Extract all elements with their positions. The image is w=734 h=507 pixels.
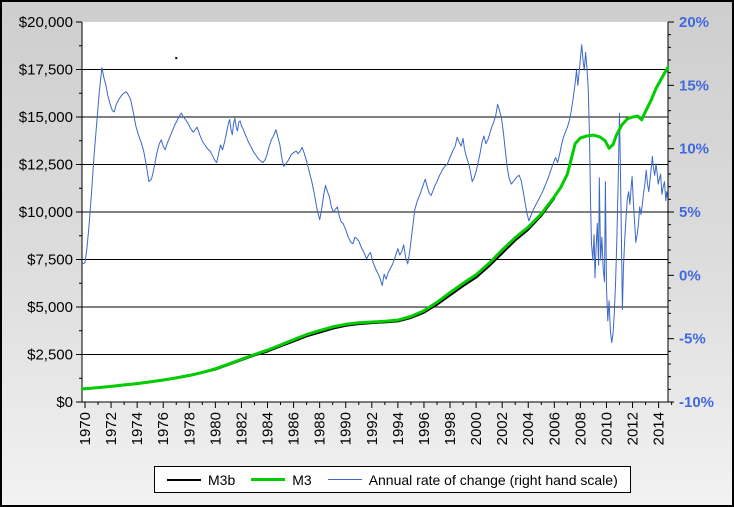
x-tick-label: 1982 xyxy=(233,412,250,445)
y-right-tick-label: 0% xyxy=(679,267,701,284)
x-tick-label: 1974 xyxy=(129,412,146,445)
rate-line-swatch xyxy=(327,479,362,480)
x-tick-label: 1972 xyxy=(103,412,120,445)
x-tick-label: 2004 xyxy=(520,412,537,445)
legend-item-m3: M3 xyxy=(251,471,312,488)
series-line-annual xyxy=(81,44,669,343)
legend-label-m3: M3 xyxy=(292,471,312,488)
x-tick-label: 1998 xyxy=(442,412,459,445)
x-tick-label: 2014 xyxy=(651,412,668,445)
series-line-m3 xyxy=(80,66,670,391)
x-tick-label: 1994 xyxy=(390,412,407,445)
m3-line-swatch xyxy=(251,478,286,481)
x-tick-label: 1970 xyxy=(77,412,94,445)
x-tick-label: 1978 xyxy=(181,412,198,445)
x-tick-label: 1988 xyxy=(312,412,329,445)
x-tick-label: 2010 xyxy=(598,412,615,445)
x-tick-label: 2006 xyxy=(546,412,563,445)
legend-item-rate: Annual rate of change (right hand scale) xyxy=(327,471,618,488)
y-right-tick-label: 10% xyxy=(679,141,709,158)
x-tick-label: 1986 xyxy=(286,412,303,445)
y-left-tick-label: $15,000 xyxy=(19,109,73,126)
y-left-tick-label: $0 xyxy=(56,394,73,411)
y-right-tick-label: 20% xyxy=(679,14,709,31)
x-tick-label: 2002 xyxy=(494,412,511,445)
stray-mark xyxy=(175,57,178,60)
y-left-tick-label: $7,500 xyxy=(27,252,73,269)
y-left-tick-label: $17,500 xyxy=(19,62,73,79)
legend: M3b M3 Annual rate of change (right hand… xyxy=(154,466,631,493)
y-left-tick-label: $2,500 xyxy=(27,347,73,364)
y-right-tick-label: 15% xyxy=(679,77,709,94)
x-tick-label: 1980 xyxy=(207,412,224,445)
x-tick-label: 1990 xyxy=(338,412,355,445)
x-tick-label: 1976 xyxy=(155,412,172,445)
m3b-line-swatch xyxy=(167,478,201,481)
x-tick-label: 1996 xyxy=(416,412,433,445)
legend-label-m3b: M3b xyxy=(208,471,236,488)
y-left-tick-label: $12,500 xyxy=(19,157,73,174)
y-left-tick-label: $20,000 xyxy=(19,14,73,31)
legend-label-rate: Annual rate of change (right hand scale) xyxy=(368,471,618,488)
x-tick-label: 1984 xyxy=(260,412,277,445)
legend-item-m3b: M3b xyxy=(167,472,235,488)
y-right-tick-label: -5% xyxy=(679,331,706,348)
y-left-tick-label: $5,000 xyxy=(27,299,73,316)
y-right-tick-label: -10% xyxy=(679,394,714,411)
y-right-tick-label: 5% xyxy=(679,204,701,221)
x-tick-label: 2012 xyxy=(625,412,642,445)
y-left-tick-label: $10,000 xyxy=(19,204,73,221)
x-tick-label: 2008 xyxy=(572,412,589,445)
x-tick-label: 2000 xyxy=(468,412,485,445)
x-tick-label: 1992 xyxy=(364,412,381,445)
